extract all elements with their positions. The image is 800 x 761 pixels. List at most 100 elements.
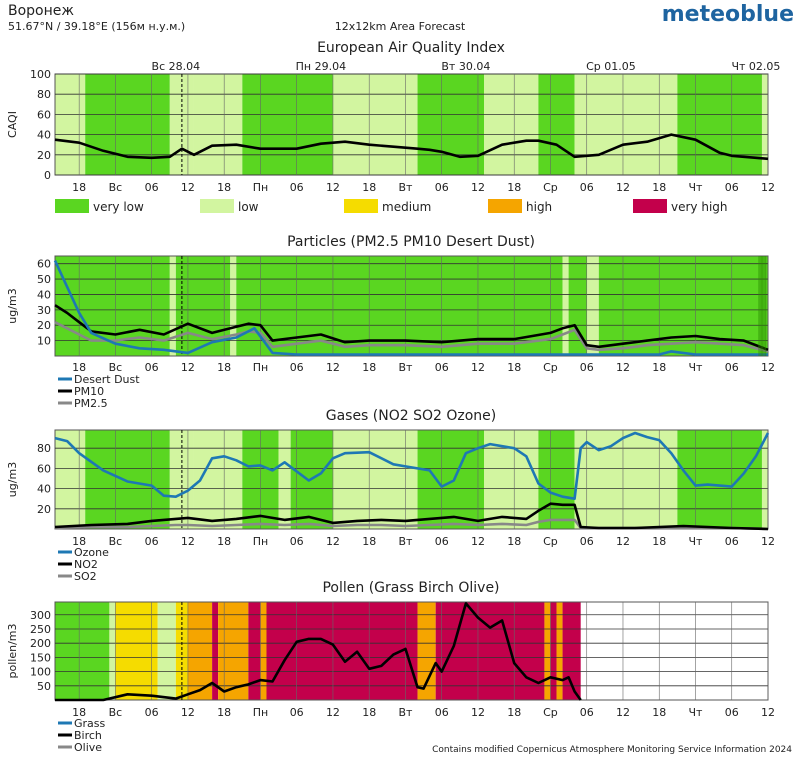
y-tick-label: 10 [37,335,51,348]
category-band [574,74,678,175]
legend-label: PM2.5 [74,397,108,410]
x-tick-label: 12 [181,181,195,194]
x-tick-label: Чт [689,535,704,548]
y-tick-label: 150 [30,651,51,664]
y-tick-label: 20 [37,503,51,516]
chart-panel-3: Gases (NO2 SO2 Ozone) 20 40 60 80 18 Вс 06 12 18 П… [6,408,775,583]
x-tick-label: 06 [435,181,449,194]
legend-label: Birch [74,729,102,742]
x-tick-label: 18 [217,535,231,548]
legend-swatch [344,199,378,213]
x-tick-label: Вс [109,181,123,194]
series-line [55,602,582,702]
x-tick-label: Чт [689,361,704,374]
category-band [115,602,158,700]
x-tick-label: 12 [326,535,340,548]
x-tick-label: 06 [145,706,159,719]
y-tick-label: 50 [37,680,51,693]
x-tick-label: 18 [652,361,666,374]
x-tick-label: 06 [145,361,159,374]
x-tick-label: Вт [398,361,413,374]
category-band [157,602,176,700]
x-tick-label: Пн [253,361,268,374]
x-tick-label: 06 [145,181,159,194]
x-tick-label: Вт [398,181,413,194]
forecast-type: 12x12km Area Forecast [335,20,466,33]
y-tick-label: 20 [37,319,51,332]
x-tick-label: 12 [471,361,485,374]
brand-logo[interactable]: meteoblue [662,2,794,27]
x-tick-label: Ср [543,181,558,194]
x-tick-label: 18 [362,535,376,548]
x-tick-label: 06 [145,535,159,548]
y-tick-label: 60 [37,108,51,121]
chart-panel-2: Particles (PM2.5 PM10 Desert Dust) 10 20 30… [6,234,775,410]
category-band [55,430,86,529]
category-band [761,430,768,529]
x-tick-label: Пн [253,181,268,194]
legend-swatch [200,199,234,213]
y-tick-label: 200 [30,637,51,650]
chart-title: European Air Quality Index [317,40,505,56]
x-tick-label: 18 [217,706,231,719]
x-tick-label: Вт [398,535,413,548]
legend-swatch [488,199,522,213]
category-band [218,602,249,700]
legend-label: very high [671,200,728,214]
day-label: Чт 02.05 [731,60,780,73]
x-tick-label: 12 [471,181,485,194]
category-band [761,74,768,175]
legend-label: PM10 [74,385,104,398]
x-tick-label: 12 [761,181,775,194]
y-tick-label: 40 [37,288,51,301]
day-label: Вт 30.04 [441,60,490,73]
category-band [562,256,569,356]
day-label: Пн 29.04 [296,60,346,73]
x-tick-label: Вс [109,361,123,374]
y-tick-label: 60 [37,258,51,271]
category-band [187,602,213,700]
legend-label: high [526,200,552,214]
x-tick-label: 12 [326,361,340,374]
x-tick-label: Ср [543,706,558,719]
x-tick-label: 06 [725,361,739,374]
x-tick-label: 18 [507,535,521,548]
x-tick-label: 12 [616,706,630,719]
category-band [332,430,418,529]
x-tick-label: 12 [326,181,340,194]
x-tick-label: Ср [543,535,558,548]
x-tick-label: 12 [471,706,485,719]
category-band [230,256,237,356]
category-band [417,602,436,700]
x-tick-label: 06 [290,361,304,374]
right-edge-hatch [758,256,767,356]
chart-panel-1: European Air Quality Index 0 20 40 60 80 100 18… [6,40,775,194]
x-tick-label: 18 [72,181,86,194]
category-legend: very low low medium high very high [55,199,728,214]
category-band [169,256,176,356]
x-tick-label: Чт [689,706,704,719]
y-tick-label: 60 [37,462,51,475]
x-tick-label: 18 [362,706,376,719]
x-tick-label: 18 [362,361,376,374]
chart-title: Particles (PM2.5 PM10 Desert Dust) [287,234,535,250]
x-tick-label: Ср [543,361,558,374]
legend-label: SO2 [74,570,97,583]
x-tick-label: Вт [398,706,413,719]
x-tick-label: 06 [580,181,594,194]
series-line [54,502,769,531]
category-band [242,74,333,175]
series-line [54,304,769,352]
y-axis-label: ug/m3 [6,288,19,323]
x-tick-label: 18 [652,181,666,194]
x-tick-label: 06 [435,361,449,374]
x-tick-label: 12 [616,535,630,548]
category-band [278,430,291,529]
x-tick-label: Вс [109,535,123,548]
category-band [193,430,243,529]
y-tick-label: 250 [30,623,51,636]
category-band [484,74,539,175]
